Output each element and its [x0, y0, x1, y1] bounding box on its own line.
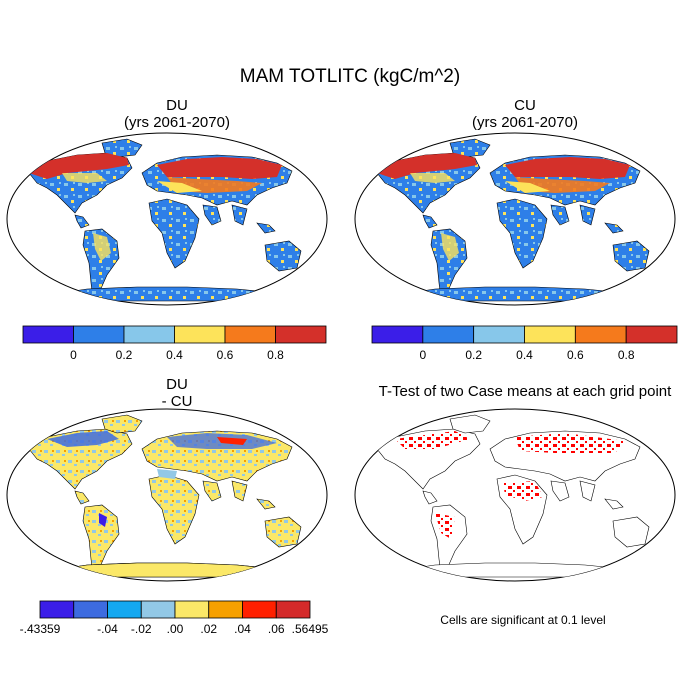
- colorbar-cu-swatch-4: [574, 325, 627, 344]
- map-cu: [354, 132, 676, 306]
- colorbar-du-swatch-0: [22, 325, 74, 344]
- colorbar-diff-swatch-4: [174, 600, 210, 619]
- colorbar-diff-swatch-0: [39, 600, 75, 619]
- colorbar-diff: -.43359 -.04 -.02 .00 .02 .04 .06 .56495: [20, 600, 329, 636]
- colorbar-diff-swatch-5: [208, 600, 243, 619]
- panel-cu-subtitle: (yrs 2061-2070): [472, 114, 578, 131]
- panel-diff-subtitle: - CU: [162, 393, 193, 410]
- colorbar-diff-swatch-7: [275, 600, 311, 619]
- colorbar-diff-swatch-6: [242, 600, 277, 619]
- colorbar-du-swatch-3: [174, 325, 226, 344]
- colorbar-du-label-3: 0.6: [217, 348, 234, 362]
- main-title: MAM TOTLITC (kgC/m^2): [240, 66, 460, 87]
- colorbar-diff-swatch-3: [140, 600, 176, 619]
- colorbar-diff-swatch-2: [107, 600, 142, 619]
- panel-du-title: DU: [166, 97, 188, 114]
- colorbar-cu-swatch-5: [625, 325, 678, 344]
- panel-ttest-title: T-Test of two Case means at each grid po…: [379, 383, 672, 400]
- colorbar-du-label-0: 0: [70, 348, 77, 362]
- panel-du-subtitle: (yrs 2061-2070): [124, 114, 230, 131]
- colorbar-cu-label-3: 0.6: [567, 348, 584, 362]
- colorbar-cu-label-1: 0.2: [465, 348, 482, 362]
- colorbar-diff-label-7: .56495: [292, 622, 329, 636]
- colorbar-du-label-4: 0.8: [267, 348, 284, 362]
- map-ttest: [354, 408, 676, 582]
- panel-diff-title: DU: [166, 376, 188, 393]
- colorbar-cu-swatch-1: [422, 325, 475, 344]
- colorbar-diff-label-2: -.02: [131, 622, 152, 636]
- colorbar-du-swatch-5: [275, 325, 327, 344]
- colorbar-cu-label-4: 0.8: [618, 348, 635, 362]
- colorbar-du-swatch-4: [224, 325, 276, 344]
- colorbar-cu-label-2: 0.4: [516, 348, 533, 362]
- colorbar-diff-label-5: .04: [234, 622, 251, 636]
- colorbar-diff-label-1: -.04: [97, 622, 118, 636]
- colorbar-cu-swatch-0: [371, 325, 424, 344]
- colorbar-diff-label-6: .06: [268, 622, 285, 636]
- colorbar-cu-swatch-2: [473, 325, 525, 344]
- map-du: [6, 132, 328, 306]
- colorbar-du-label-1: 0.2: [116, 348, 133, 362]
- panel-cu-title: CU: [514, 97, 536, 114]
- colorbar-du-swatch-1: [73, 325, 125, 344]
- colorbar-du-swatch-2: [123, 325, 175, 344]
- colorbar-diff-label-0: -.43359: [20, 622, 61, 636]
- colorbar-diff-label-3: .00: [167, 622, 184, 636]
- ttest-footnote: Cells are significant at 0.1 level: [440, 613, 605, 627]
- colorbar-diff-label-4: .02: [200, 622, 217, 636]
- colorbar-du: 0 0.2 0.4 0.6 0.8: [22, 325, 327, 362]
- colorbar-diff-swatch-1: [73, 600, 108, 619]
- colorbar-du-label-2: 0.4: [166, 348, 183, 362]
- map-diff: [6, 408, 328, 582]
- colorbar-cu: 0 0.2 0.4 0.6 0.8: [371, 325, 678, 362]
- colorbar-cu-swatch-3: [524, 325, 576, 344]
- colorbar-cu-label-0: 0: [419, 348, 426, 362]
